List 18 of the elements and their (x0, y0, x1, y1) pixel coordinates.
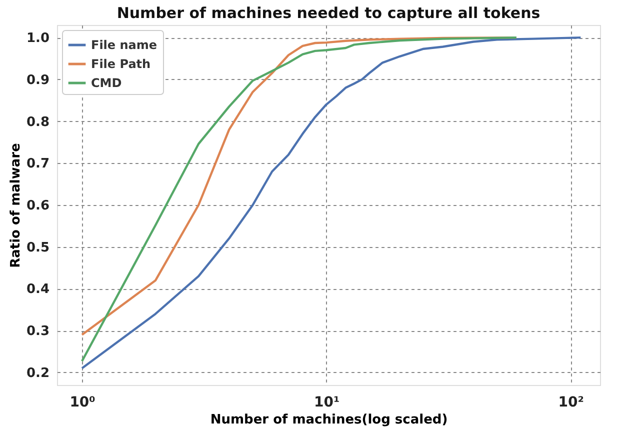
y-tick-label: 0.8 (26, 114, 50, 130)
y-tick-label: 0.4 (26, 282, 50, 298)
y-tick-label: 0.5 (26, 240, 50, 256)
y-tick-label: 0.6 (26, 198, 50, 214)
legend-label: CMD (91, 76, 122, 90)
x-axis-title: Number of machines(log scaled) (210, 412, 448, 428)
y-tick-label: 1.0 (26, 31, 50, 46)
y-tick-label: 0.2 (26, 366, 50, 381)
x-tick-label: 10⁰ (70, 394, 96, 410)
y-axis-title: Ratio of malware (8, 142, 24, 268)
legend-label: File Path (91, 57, 151, 71)
x-tick-label: 10² (558, 394, 584, 410)
y-tick-label: 0.7 (26, 156, 50, 172)
chart-title: Number of machines needed to capture all tokens (116, 4, 540, 22)
legend-label: File name (91, 38, 158, 52)
y-tick-label: 0.9 (26, 72, 50, 88)
y-tick-label: 0.3 (26, 324, 50, 340)
x-tick-label: 10¹ (314, 394, 340, 410)
